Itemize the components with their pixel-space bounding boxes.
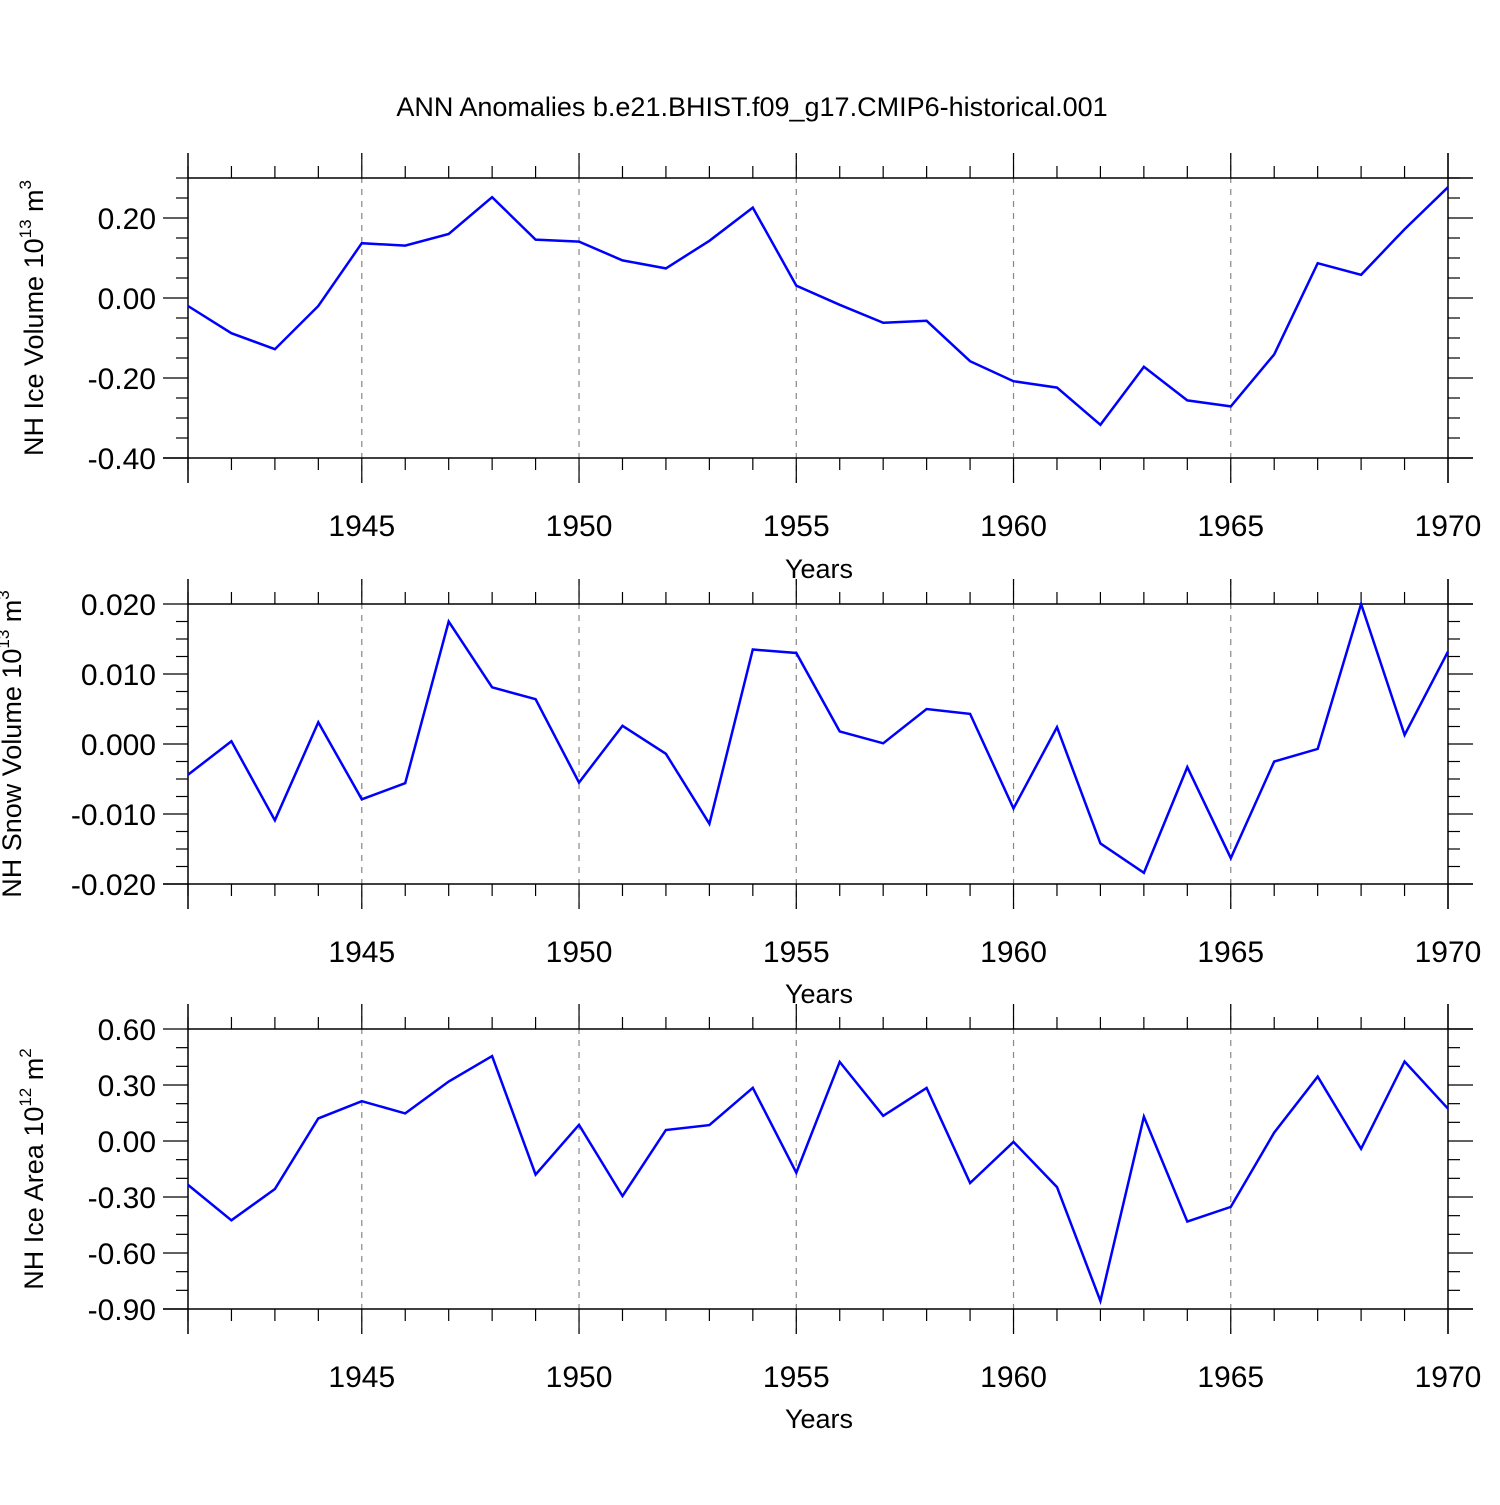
x-tick-label: 1970 xyxy=(1415,510,1482,543)
x-tick-label: 1945 xyxy=(328,1361,395,1394)
series-line-3 xyxy=(188,1056,1448,1301)
plot-panel-2: -0.020 -0.010 0.000 0.010 0.020 1945 1950 1955 1… xyxy=(0,579,1481,1009)
y-tick-label: -0.020 xyxy=(71,869,156,902)
x-axis-label: Years xyxy=(785,554,853,584)
x-tick-label: 1945 xyxy=(328,510,395,543)
x-tick-label: 1950 xyxy=(546,510,613,543)
series-line-2 xyxy=(188,604,1448,873)
plot-panel-3: -0.90 -0.60 -0.30 0.00 0.30 0.60 1945 1950 1955 1… xyxy=(16,1004,1481,1434)
x-tick-label: 1965 xyxy=(1197,936,1264,969)
y-tick-label: 0.00 xyxy=(98,1126,156,1159)
x-tick-label: 1945 xyxy=(328,936,395,969)
y-tick-label: 0.60 xyxy=(98,1014,156,1047)
y-tick-label: -0.30 xyxy=(88,1182,156,1215)
x-tick-label: 1955 xyxy=(763,1361,830,1394)
y-tick-label: -0.20 xyxy=(88,363,156,396)
y-tick-label: -0.40 xyxy=(88,443,156,476)
x-tick-label: 1955 xyxy=(763,510,830,543)
x-tick-label: 1955 xyxy=(763,936,830,969)
y-tick-label: 0.010 xyxy=(81,659,156,692)
y-axis-label: NH Ice Volume 1013 m3 xyxy=(16,180,49,456)
x-tick-label: 1960 xyxy=(980,510,1047,543)
x-axis-label: Years xyxy=(785,979,853,1009)
y-tick-label: -0.010 xyxy=(71,799,156,832)
y-tick-label: 0.00 xyxy=(98,283,156,316)
x-tick-label: 1965 xyxy=(1197,1361,1264,1394)
plot-panel-1: -0.40 -0.20 0.00 0.20 1945 1950 1955 1960 1965 19… xyxy=(16,153,1481,584)
x-tick-label: 1950 xyxy=(546,936,613,969)
y-tick-label: -0.90 xyxy=(88,1294,156,1327)
y-tick-label: 0.020 xyxy=(81,589,156,622)
y-tick-label: 0.20 xyxy=(98,203,156,236)
x-axis-label: Years xyxy=(785,1404,853,1434)
y-axis-label: NH Snow Volume 1013 m3 xyxy=(0,590,27,898)
x-tick-label: 1950 xyxy=(546,1361,613,1394)
x-tick-label: 1960 xyxy=(980,936,1047,969)
chart-title: ANN Anomalies b.e21.BHIST.f09_g17.CMIP6-… xyxy=(396,92,1107,122)
y-tick-label: -0.60 xyxy=(88,1238,156,1271)
x-tick-label: 1970 xyxy=(1415,936,1482,969)
series-line-1 xyxy=(188,187,1448,425)
x-tick-label: 1965 xyxy=(1197,510,1264,543)
x-tick-label: 1970 xyxy=(1415,1361,1482,1394)
y-tick-label: 0.30 xyxy=(98,1070,156,1103)
x-tick-label: 1960 xyxy=(980,1361,1047,1394)
y-tick-label: 0.000 xyxy=(81,729,156,762)
y-axis-label: NH Ice Area 1012 m2 xyxy=(16,1048,49,1289)
